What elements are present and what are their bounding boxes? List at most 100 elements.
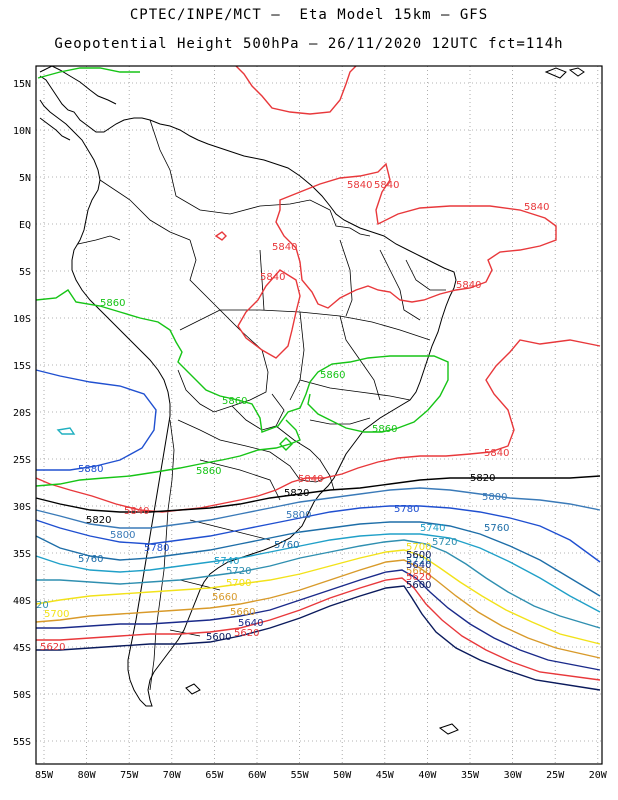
lon-tick-label: 80W: [78, 770, 97, 781]
central-america-coast: [39, 65, 117, 105]
lon-tick-label: 30W: [504, 770, 523, 781]
contour-5860-main: [35, 289, 449, 433]
lon-tick-label: 50W: [333, 770, 352, 781]
lat-tick-label: 25S: [13, 455, 31, 466]
lon-tick-label: 45W: [376, 770, 395, 781]
contour-5880-pacific: [35, 369, 157, 471]
contour-label-5660-a: 5660: [406, 566, 431, 577]
contour-label-5820-a: 5820: [470, 473, 495, 484]
contour-label-5700-c: 5700: [44, 609, 69, 620]
lat-tick-label: 10N: [13, 126, 31, 137]
border-paraguay: [231, 393, 285, 431]
border-colombia-venezuela: [149, 119, 231, 215]
border-ecuador-peru: [77, 235, 121, 245]
lat-tick-label: EQ: [19, 220, 31, 231]
chart-subtitle: Geopotential Height 500hPa – 26/11/2020 …: [54, 36, 564, 52]
border-chile-argentina: [149, 419, 175, 691]
lon-tick-label: 25W: [546, 770, 565, 781]
contour-label-5840-h: 5840: [298, 474, 323, 485]
brazil-states-5: [339, 239, 353, 317]
contour-5880-small: [56, 427, 76, 435]
south-georgia: [438, 723, 459, 735]
contour-label-5600-c: 5600: [406, 550, 431, 561]
lat-tick-label: 5S: [19, 267, 31, 278]
border-peru-brazil: [189, 239, 221, 311]
brazil-states-4: [299, 379, 411, 401]
contour-5840-bolivia: [237, 269, 301, 359]
contour-label-5860-d: 5860: [372, 424, 397, 435]
contour-5740: [35, 533, 601, 613]
graticule: [36, 66, 602, 764]
map-frame: [35, 65, 603, 765]
contour-label-5600-a: 5600: [406, 580, 431, 591]
lon-tick-label: 20W: [589, 770, 608, 781]
brazil-states-9: [309, 417, 371, 425]
latitude-ticks: 15N 10N 5N EQ 5S 10S 15S 20S 25S 30S 35S 40S 45S 50S 5…: [13, 79, 31, 748]
lat-tick-label: 15S: [13, 361, 31, 372]
country-borders: [77, 119, 446, 691]
contour-label-5860-b: 5860: [320, 370, 345, 381]
contour-5840-small: [214, 231, 227, 241]
contour-label-5700-a: 5700: [406, 542, 431, 553]
contour-label-5840-c: 5840: [524, 202, 549, 213]
lat-tick-label: 55S: [13, 737, 31, 748]
contour-label-5700-b: 5700: [226, 578, 251, 589]
contour-5780: [35, 505, 601, 563]
contour-label-5760-c: 5760: [78, 554, 103, 565]
lat-tick-label: 30S: [13, 502, 31, 513]
contour-label-5620-a: 5620: [406, 572, 431, 583]
contour-label-5760-b: 5760: [274, 540, 299, 551]
falklands: [185, 683, 201, 695]
contour-label-5620-c: 5620: [40, 642, 65, 653]
contour-label-5840-e: 5840: [260, 272, 285, 283]
lat-tick-label: 50S: [13, 690, 31, 701]
contour-5860-island: [279, 437, 293, 451]
contour-5760: [35, 521, 601, 597]
border-uruguay: [299, 475, 335, 491]
lat-tick-label: 40S: [13, 596, 31, 607]
lon-tick-label: 40W: [418, 770, 437, 781]
brazil-states-8: [405, 259, 446, 291]
contour-label-5820-c: 5820: [86, 515, 111, 526]
border-colombia-peru: [99, 179, 191, 241]
contour-label-20: 20: [36, 600, 49, 611]
contour-5840-amazon: [275, 162, 557, 309]
longitude-ticks: 85W 80W 75W 70W 65W 60W 55W 50W 45W 40W 35W 30W 25W 2…: [35, 770, 608, 781]
south-america-coast: [39, 75, 457, 707]
contour-label-5860-a: 5860: [100, 298, 125, 309]
contour-5700: [35, 549, 601, 645]
contour-label-5840-g: 5840: [484, 448, 509, 459]
argentina-provinces: [169, 459, 281, 637]
contour-5640: [36, 569, 601, 671]
contour-5620: [36, 577, 601, 681]
lon-tick-label: 70W: [163, 770, 182, 781]
lon-tick-label: 65W: [205, 770, 224, 781]
contour-label-5800-b: 5800: [286, 510, 311, 521]
border-venezuela-brazil: [229, 199, 331, 215]
contour-label-5880-a: 5880: [78, 464, 103, 475]
lon-tick-label: 85W: [35, 770, 54, 781]
border-argentina-brazil: [275, 425, 331, 477]
contour-label-5640-a: 5640: [406, 560, 431, 571]
contour-label-5720-c: 5720: [406, 556, 431, 567]
contour-label-5840-i: 5840: [124, 506, 149, 517]
lat-tick-label: 15N: [13, 79, 31, 90]
contours: [35, 65, 601, 691]
contour-label-5760-a: 5760: [484, 523, 509, 534]
border-guianas: [329, 209, 371, 237]
contour-label-5640-b: 5640: [238, 618, 263, 629]
contour-label-5720-b: 5720: [226, 566, 251, 577]
lat-tick-label: 10S: [13, 314, 31, 325]
contour-label-5780-b: 5780: [144, 543, 169, 554]
contour-label-5600-b: 5600: [206, 632, 231, 643]
lat-tick-label: 20S: [13, 408, 31, 419]
brazil-states-1: [220, 309, 431, 341]
lon-tick-label: 55W: [291, 770, 310, 781]
contour-label-5840-b: 5840: [374, 180, 399, 191]
contour-label-5740-a: 5740: [420, 523, 445, 534]
contour-label-5660-b: 5660: [212, 592, 237, 603]
contour-label-5840-a: 5840: [347, 180, 372, 191]
lon-tick-label: 75W: [120, 770, 139, 781]
lat-tick-label: 35S: [13, 549, 31, 560]
contour-label-5820-b: 5820: [284, 488, 309, 499]
